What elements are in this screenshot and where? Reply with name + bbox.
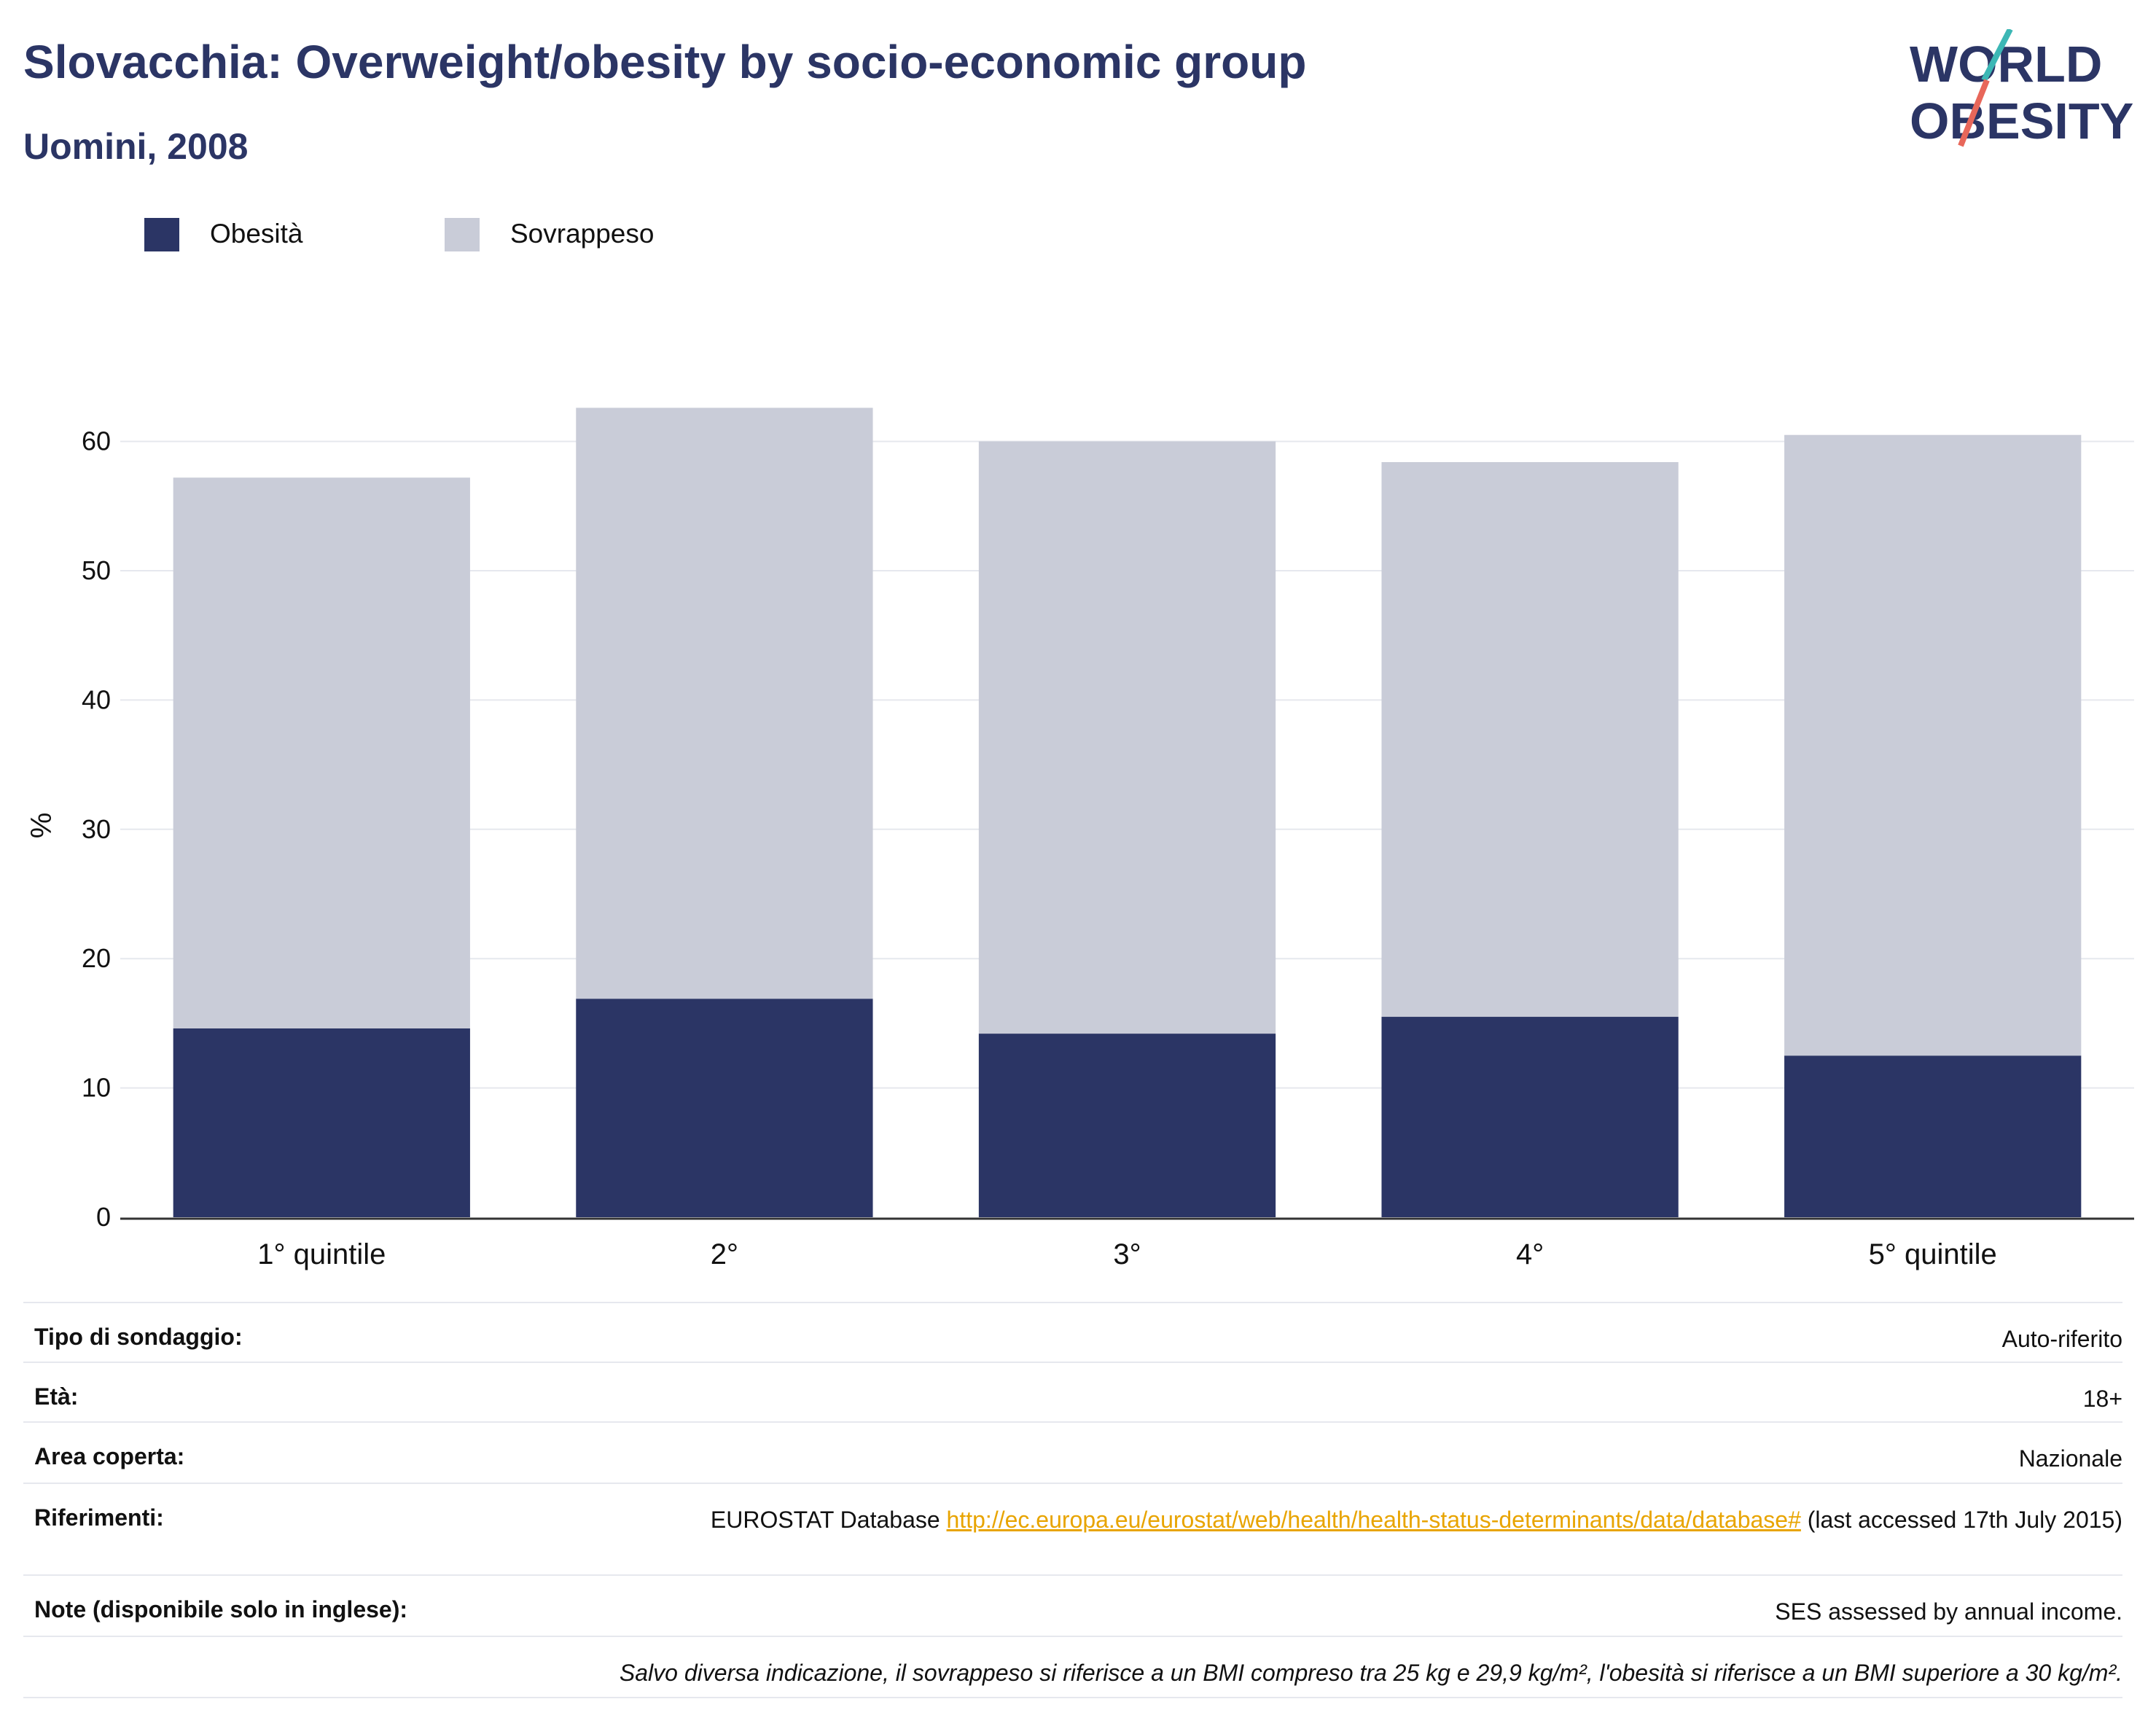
reference-link[interactable]: http://ec.europa.eu/eurostat/web/health/… [946, 1507, 1801, 1533]
info-row-footnote: Salvo diversa indicazione, il sovrappeso… [23, 1636, 2122, 1698]
x-tick-label: 5° quintile [1869, 1238, 1997, 1270]
info-key: Tipo di sondaggio: [34, 1324, 243, 1350]
x-tick-label: 2° [711, 1238, 738, 1270]
x-tick-label: 4° [1516, 1238, 1544, 1270]
legend-label-obesita: Obesità [210, 219, 303, 249]
info-key: Riferimenti: [34, 1504, 164, 1531]
bar-sovrappeso-2 [576, 407, 873, 999]
logo-slash-teal [1981, 29, 2013, 82]
legend-swatch-obesita [144, 218, 179, 251]
x-tick-label: 3° [1113, 1238, 1141, 1270]
y-tick-label: 40 [82, 684, 111, 714]
info-row-notes: Note (disponibile solo in inglese): SES … [23, 1574, 2122, 1636]
bar-obesita-4 [1381, 1017, 1679, 1217]
bar-obesita-2 [576, 999, 873, 1217]
stacked-bar-chart: 0 10 20 30 40 50 60% 1° quintile 2° 3° 4° 5° quinti… [26, 407, 2134, 1270]
info-key: Età: [34, 1383, 79, 1410]
info-value: Nazionale [2018, 1445, 2122, 1472]
bar-sovrappeso-4 [1381, 461, 1679, 1018]
y-tick-label: 0 [96, 1202, 111, 1232]
bar-sovrappeso-5 [1784, 434, 2082, 1056]
bar-obesita-3 [978, 1034, 1276, 1217]
chart-subtitle: Uomini, 2008 [23, 126, 249, 167]
footnote-text: Salvo diversa indicazione, il sovrappeso… [619, 1660, 2122, 1686]
y-tick-label: 10 [82, 1073, 111, 1103]
world-obesity-logo: WORLD OBESITY [1910, 29, 2133, 149]
chart-title: Slovacchia: Overweight/obesity by socio-… [23, 36, 1307, 88]
info-value: EUROSTAT Database http://ec.europa.eu/eu… [711, 1504, 2122, 1535]
reference-suffix: (last accessed 17th July 2015) [1800, 1507, 2122, 1533]
bar-obesita-5 [1784, 1055, 2082, 1217]
logo-line1: WORLD [1910, 36, 2102, 93]
info-key: Area coperta: [34, 1443, 185, 1469]
bar-sovrappeso-1 [173, 477, 470, 1028]
bar-sovrappeso-3 [978, 441, 1276, 1034]
logo-slash-coral [1958, 79, 1990, 147]
y-tick-label: 30 [82, 814, 111, 844]
legend-swatch-sovrappeso [445, 218, 480, 251]
y-tick-label: 20 [82, 943, 111, 973]
bar-obesita-1 [173, 1028, 470, 1217]
info-key: Note (disponibile solo in inglese): [34, 1596, 408, 1622]
info-value: 18+ [2082, 1386, 2122, 1412]
reference-prefix: EUROSTAT Database [710, 1507, 947, 1533]
y-tick-label: 50 [82, 555, 111, 585]
info-row-references: Riferimenti: EUROSTAT Database http://ec… [23, 1483, 2122, 1574]
info-row-survey-type: Tipo di sondaggio: Auto-riferito [23, 1302, 2122, 1362]
info-table: Tipo di sondaggio: Auto-riferito Età: 18… [23, 1302, 2122, 1698]
legend-label-sovrappeso: Sovrappeso [510, 219, 655, 249]
y-axis-label: % [26, 813, 58, 839]
y-tick-label: 60 [82, 426, 111, 456]
info-value: Auto-riferito [2001, 1326, 2122, 1352]
logo-line2: OBESITY [1910, 93, 2133, 149]
info-row-age: Età: 18+ [23, 1362, 2122, 1421]
x-tick-label: 1° quintile [257, 1238, 386, 1270]
info-value: SES assessed by annual income. [1775, 1598, 2122, 1625]
info-row-area: Area coperta: Nazionale [23, 1421, 2122, 1483]
